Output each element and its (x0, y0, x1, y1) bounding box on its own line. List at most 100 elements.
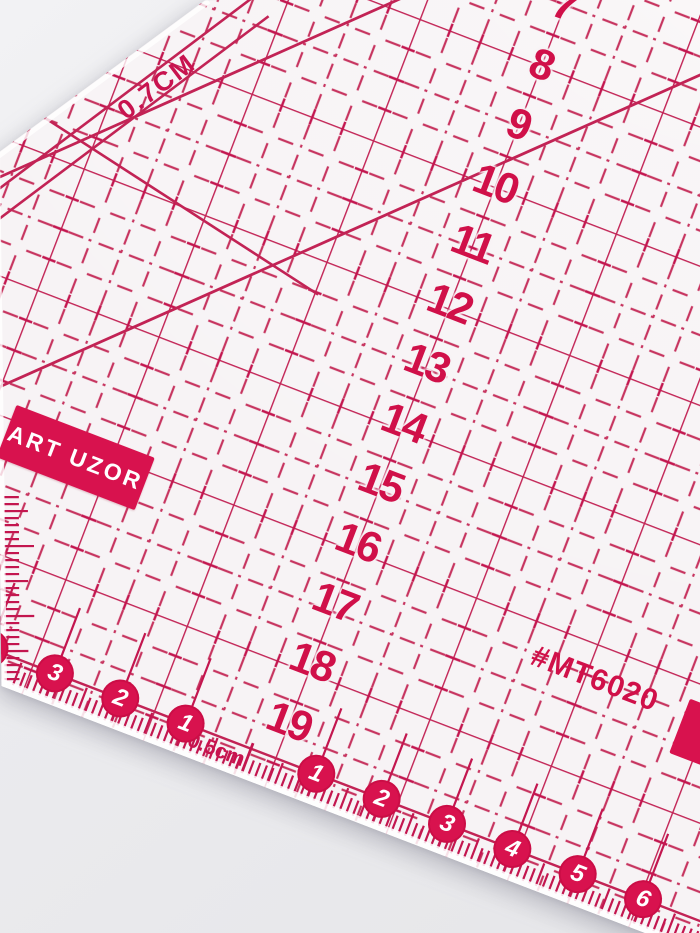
mm-tick (405, 813, 414, 835)
left-mm-tick (4, 625, 19, 635)
mm-tick (255, 763, 261, 778)
mm-tick (483, 851, 489, 866)
mm-tick (588, 891, 594, 906)
left-mm-tick (4, 536, 34, 556)
mm-tick (398, 818, 404, 833)
mm-tick (65, 690, 71, 705)
mm-tick (353, 801, 359, 816)
mm-tick (679, 926, 685, 933)
circle-tick-left-4 (0, 583, 15, 671)
mm-tick (235, 755, 241, 770)
mm-tick (26, 675, 32, 690)
bottom-mm-scale (13, 655, 700, 933)
edge-circle-number: 1 (174, 708, 197, 739)
mm-tick (653, 916, 659, 931)
left-mm-tick (4, 604, 19, 614)
edge-circle-number: 3 (43, 657, 67, 688)
edge-circle-number: 3 (436, 808, 459, 839)
mm-tick (13, 663, 22, 685)
edge-circle-number: 2 (109, 683, 132, 714)
mm-tick (261, 766, 267, 781)
mm-tick (274, 763, 283, 785)
left-mm-tick (4, 674, 19, 684)
mm-tick (137, 718, 143, 733)
mm-tick (144, 713, 153, 735)
mm-tick (85, 698, 91, 713)
mm-tick (78, 688, 87, 710)
edge-row-line (0, 591, 700, 933)
left-mm-tick (4, 562, 19, 572)
mm-tick (673, 924, 679, 933)
left-mm-tick (4, 660, 19, 670)
edge-circle-number: 2 (370, 783, 393, 814)
left-mm-tick (4, 583, 19, 593)
mm-tick (549, 876, 555, 891)
left-mm-tick (4, 513, 19, 523)
corner-seam-lines (0, 0, 415, 354)
left-mm-tick (4, 606, 34, 626)
mm-tick (248, 761, 254, 776)
left-mm-tick (4, 569, 19, 579)
mm-tick (202, 743, 208, 758)
mm-tick (470, 838, 479, 860)
left-mm-scale (0, 492, 80, 684)
mm-tick (333, 793, 339, 808)
left-mm-tick (4, 492, 19, 502)
mm-tick (418, 826, 424, 841)
mm-tick (666, 914, 675, 933)
left-mm-tick (4, 618, 19, 628)
bias-lines (0, 0, 700, 789)
mm-tick (131, 715, 137, 730)
mm-tick (91, 700, 97, 715)
mm-tick (242, 743, 253, 773)
left-mm-tick (4, 499, 19, 509)
mm-tick (327, 791, 333, 806)
mm-tick (477, 848, 483, 863)
mm-tick (287, 776, 293, 791)
mm-tick (686, 929, 692, 933)
left-mm-tick (4, 548, 19, 558)
mm-tick (608, 898, 614, 913)
mm-tick (150, 723, 156, 738)
mm-tick (523, 866, 529, 881)
mm-tick (601, 889, 610, 911)
mm-tick (346, 798, 352, 813)
mm-tick (542, 873, 548, 888)
edge-circle-number: 6 (632, 883, 655, 914)
mm-tick (340, 788, 349, 810)
left-mm-tick (4, 597, 19, 607)
edge-circle-number: 5 (566, 858, 589, 889)
mm-tick (536, 863, 545, 885)
mm-tick (457, 841, 463, 856)
left-mm-tick (4, 520, 19, 530)
edge-circle-number: 1 (305, 758, 328, 789)
mm-tick (412, 823, 418, 838)
mm-tick (215, 748, 221, 763)
mm-tick (464, 843, 470, 858)
mm-tick (595, 893, 601, 908)
left-mm-tick (4, 573, 28, 589)
mm-tick (229, 753, 235, 768)
left-mm-tick (4, 555, 19, 565)
edge-circle-number: 4 (501, 833, 524, 864)
mm-tick (614, 901, 620, 916)
left-mm-tick (4, 534, 19, 544)
left-mm-tick (4, 503, 28, 519)
mm-tick (157, 725, 163, 740)
mm-tick (19, 673, 25, 688)
mm-tick (268, 768, 274, 783)
mm-tick (529, 868, 535, 883)
mm-tick (660, 919, 666, 933)
mm-tick (392, 816, 398, 831)
left-mm-tick (4, 632, 19, 642)
left-mm-tick (4, 653, 19, 663)
mm-tick (281, 773, 287, 788)
mm-tick (222, 750, 228, 765)
mm-tick (209, 738, 218, 760)
left-mm-tick (4, 667, 19, 677)
